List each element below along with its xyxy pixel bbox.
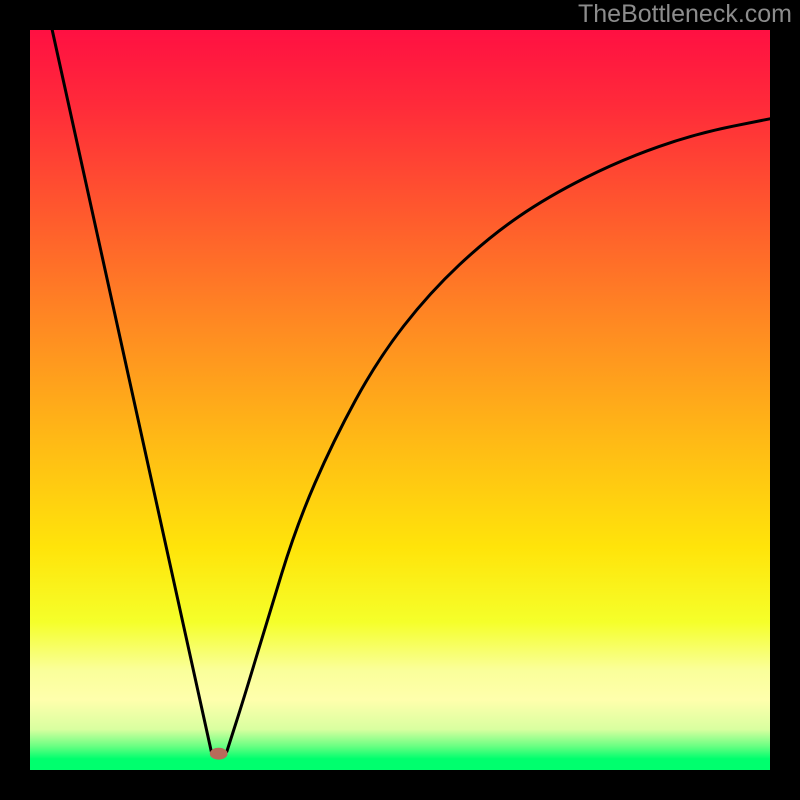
gradient-plot-area — [30, 30, 770, 770]
watermark-text: TheBottleneck.com — [578, 0, 792, 29]
